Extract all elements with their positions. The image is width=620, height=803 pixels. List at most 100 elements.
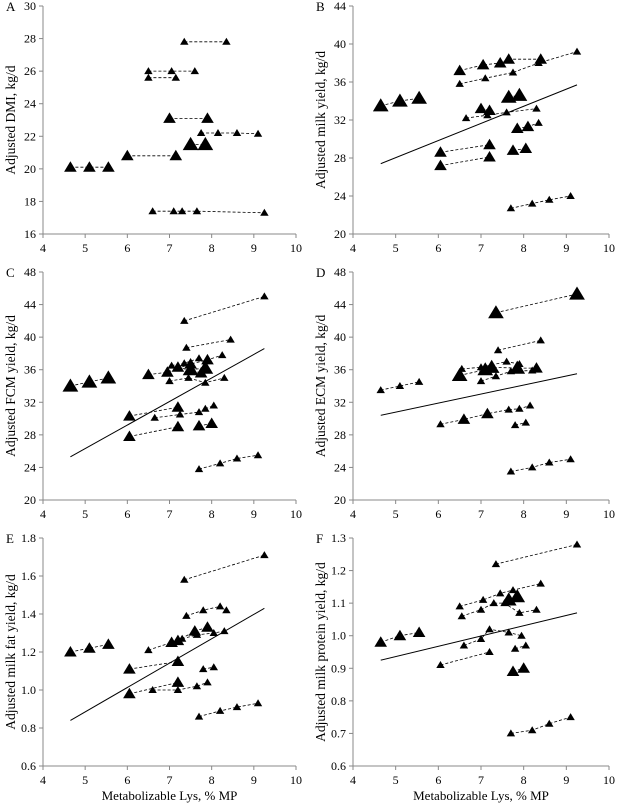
y-tick-label: 40 [24, 330, 36, 344]
y-tick-label: 32 [24, 395, 36, 409]
y-tick-label: 24 [24, 460, 36, 474]
triangle-point [483, 151, 496, 162]
triangle-point [180, 359, 189, 367]
triangle-point [509, 589, 526, 603]
series-group [506, 192, 575, 212]
triangle-point [434, 146, 447, 157]
triangle-point [167, 67, 176, 75]
triangle-point [182, 136, 199, 151]
series-group [459, 625, 526, 649]
triangle-point [436, 661, 445, 668]
series-dashed-line [466, 108, 537, 119]
triangle-point [483, 104, 496, 115]
regression-line [380, 612, 578, 661]
series-group [500, 87, 528, 103]
x-tick-label: 8 [209, 507, 215, 521]
series-group [182, 136, 214, 151]
series-group [476, 366, 537, 385]
panel-a: A 16 18 20 22 24 26 28 30 4 5 6 7 8 9 10 Adjusted DMI, k… [3, 0, 302, 255]
x-tick-label: 6 [435, 507, 441, 521]
triangle-point [215, 459, 225, 467]
triangle-point [393, 629, 407, 641]
triangle-point [545, 458, 554, 466]
triangle-point [199, 665, 208, 673]
triangle-point [374, 636, 387, 647]
triangle-point [148, 686, 157, 693]
triangle-point [232, 454, 242, 462]
triangle-point [213, 129, 223, 136]
triangle-point [532, 104, 541, 112]
triangle-point [175, 410, 185, 418]
series-group [434, 138, 496, 157]
triangle-point [253, 451, 263, 459]
series-dashed-line [461, 602, 537, 617]
series-dashed-line [186, 339, 231, 349]
series-dashed-line [459, 51, 578, 85]
triangle-point [536, 579, 545, 587]
triangle-point [476, 635, 486, 642]
triangle-point [461, 114, 471, 122]
x-tick-label: 8 [521, 773, 527, 787]
triangle-point [163, 112, 176, 123]
triangle-point [476, 58, 490, 70]
triangle-point [476, 377, 486, 385]
triangle-point [455, 79, 464, 87]
triangle-point [201, 353, 214, 365]
y-tick-label: 0.8 [21, 721, 36, 735]
series-dashed-line [152, 682, 208, 691]
series-group [374, 626, 426, 647]
series-group [194, 699, 263, 720]
x-tick-label: 9 [563, 507, 569, 521]
series-group [144, 621, 214, 654]
triangle-point [222, 606, 231, 614]
series-group [64, 638, 115, 657]
triangle-point [502, 357, 511, 365]
triangle-point [171, 73, 180, 81]
series-dashed-line [129, 661, 178, 670]
y-tick-label: 28 [334, 428, 346, 442]
series-dashed-line [182, 630, 225, 640]
y-tick-label: 20 [24, 162, 36, 176]
triangle-point [502, 53, 515, 64]
series-dashed-line [129, 682, 178, 695]
triangle-point [171, 655, 185, 666]
y-tick-label: 18 [24, 194, 36, 208]
triangle-point [83, 642, 96, 653]
triangle-point [123, 663, 136, 674]
triangle-point [201, 112, 214, 123]
triangle-point [483, 359, 500, 373]
series-group [123, 655, 185, 674]
y-tick-label: 0.9 [331, 661, 346, 675]
triangle-point [534, 118, 543, 126]
x-tick-label: 4 [350, 507, 356, 521]
series-dashed-line [70, 644, 109, 653]
x-tick-label: 6 [124, 507, 130, 521]
series-group [144, 73, 180, 81]
series-group [506, 142, 533, 155]
series-group [148, 207, 269, 216]
regression-line [380, 84, 578, 165]
panel-e: E 0.6 0.8 1.0 1.2 1.4 1.6 1.8 4 5 6 7 8 9 10 Adjusted m… [3, 531, 302, 803]
y-tick-label: 0.6 [331, 759, 346, 773]
triangle-point [515, 360, 524, 367]
x-axis-label: Metabolizable Lys, % MP [102, 788, 238, 803]
triangle-point [188, 625, 202, 636]
triangle-point [180, 575, 189, 583]
triangle-point [453, 64, 466, 76]
triangle-point [182, 343, 191, 351]
x-tick-label: 7 [167, 773, 173, 787]
x-tick-label: 7 [167, 507, 173, 521]
triangle-point [201, 621, 214, 632]
x-tick-label: 4 [350, 241, 356, 255]
x-tick-label: 6 [435, 241, 441, 255]
series-group [434, 151, 496, 171]
triangle-point [171, 420, 185, 432]
triangle-point [260, 292, 269, 300]
triangle-point [474, 102, 488, 114]
triangle-point [457, 364, 466, 372]
y-tick-label: 24 [334, 460, 346, 474]
triangle-point [488, 305, 504, 319]
x-tick-label: 9 [251, 773, 257, 787]
triangle-point [173, 686, 183, 693]
